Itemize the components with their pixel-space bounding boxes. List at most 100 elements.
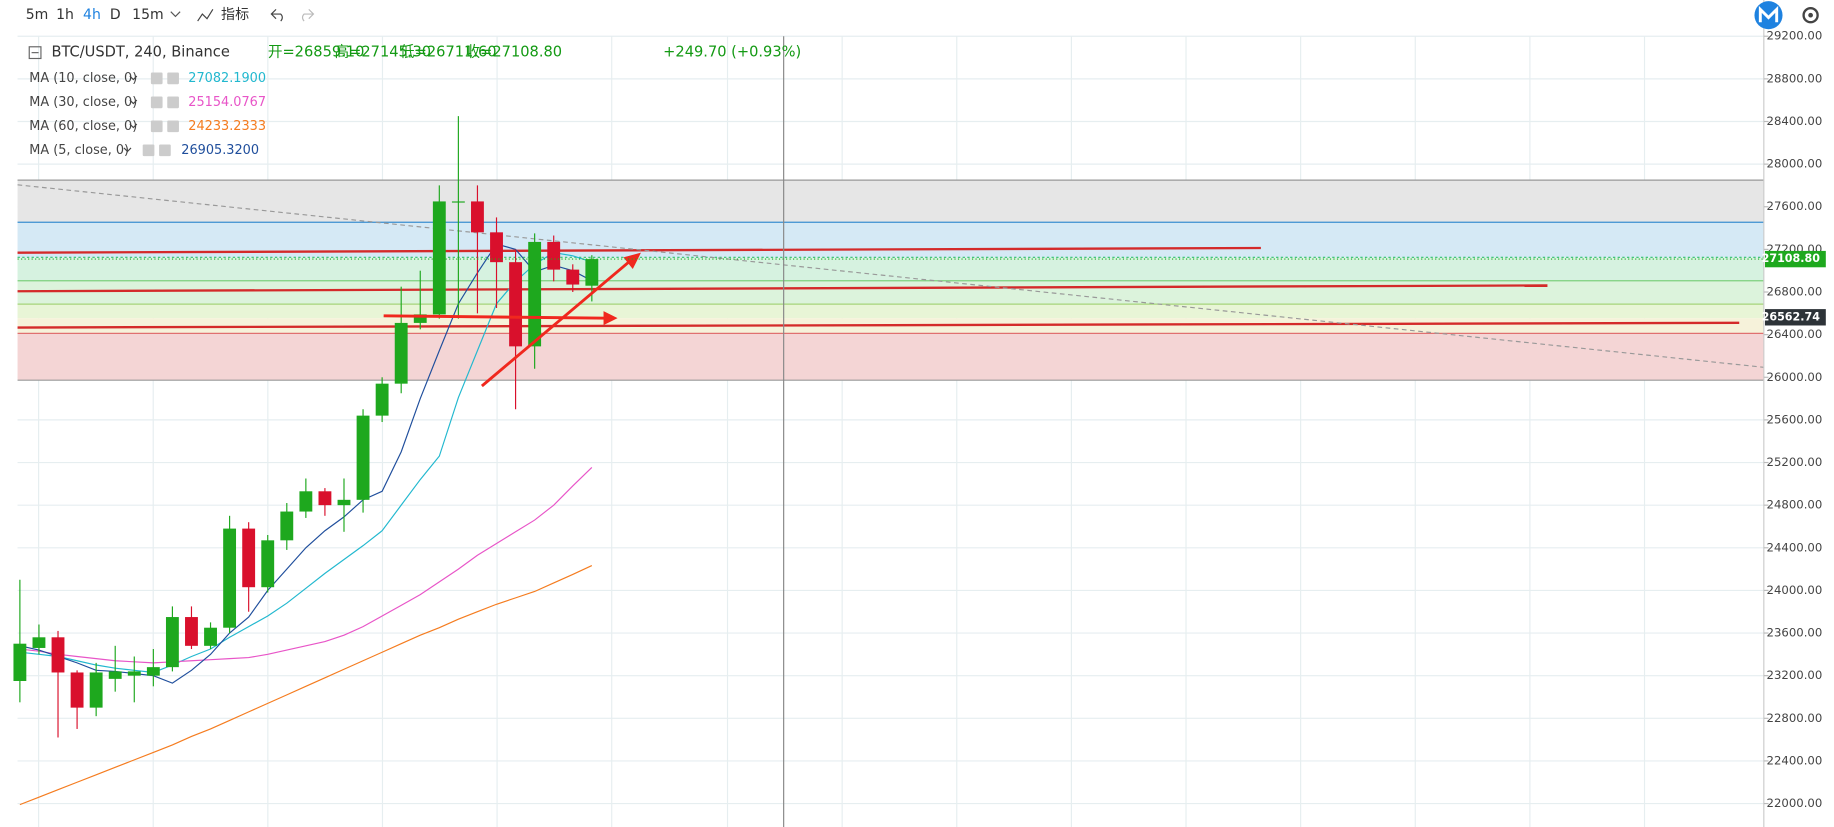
candle-body	[394, 322, 408, 384]
candle-body	[471, 201, 484, 233]
candle-body	[223, 528, 237, 628]
price-axis: 22000.00 22400.00 22800.00 23200.00 23600.00…	[17, 29, 1826, 810]
ohlc-label: 收=27108.80	[466, 44, 563, 61]
candle-body	[585, 259, 599, 286]
candle-body	[547, 241, 561, 270]
candle-body	[89, 672, 103, 708]
change-label: +249.70 (+0.93%)	[663, 44, 801, 61]
y-tick-label: 25600.00	[1767, 412, 1823, 426]
candle-body	[356, 415, 370, 500]
candle-body	[70, 672, 84, 708]
y-tick-label: 28800.00	[1767, 71, 1823, 85]
drawing-arrows	[383, 252, 641, 388]
legend: BTC/USDT, 240, Binance 开=26859.10高=27145.…	[28, 44, 801, 158]
y-tick-label: 22000.00	[1767, 796, 1823, 810]
collapse-icon[interactable]	[28, 46, 42, 60]
price-axis-bg	[1763, 0, 1834, 827]
ohlc-label: 低=26711.60	[400, 44, 497, 61]
interval-button[interactable]: 4h	[83, 7, 101, 23]
candle-body	[528, 241, 542, 347]
ma-remove[interactable]	[167, 96, 179, 109]
ma-visibility[interactable]	[150, 120, 163, 133]
candle-body	[413, 314, 427, 323]
ma-remove[interactable]	[159, 144, 171, 157]
close-price-box	[1764, 250, 1826, 268]
interval-button[interactable]: 1h	[56, 7, 74, 23]
ma-visibility[interactable]	[142, 144, 155, 157]
ma-dropdown[interactable]	[123, 147, 132, 153]
v-grid	[38, 36, 1646, 827]
ma-value: 26905.3200	[181, 143, 259, 158]
ma-line	[19, 565, 593, 806]
ma-remove[interactable]	[167, 72, 179, 85]
ma-dropdown[interactable]	[129, 123, 138, 129]
level-label: 26562.74	[1762, 310, 1821, 323]
candle-body	[32, 637, 46, 648]
candle-body	[318, 491, 332, 506]
ma-name[interactable]: MA (60, close, 0)	[29, 119, 137, 134]
ma-value: 24233.2333	[188, 119, 266, 134]
y-tick-label: 27600.00	[1767, 199, 1823, 213]
close-price-label: 27108.80	[1762, 252, 1821, 265]
y-tick-label: 28400.00	[1767, 114, 1823, 128]
dropdown-icon[interactable]	[170, 11, 181, 18]
y-tick-label: 23200.00	[1767, 668, 1823, 682]
candle-body	[108, 671, 122, 679]
candle-body	[261, 540, 275, 588]
candle-body	[375, 383, 389, 416]
y-tick-label: 25200.00	[1767, 455, 1823, 469]
candle-body	[127, 671, 141, 676]
toolbar-icons	[170, 1, 1819, 30]
interval-button[interactable]: D	[110, 7, 121, 23]
ma-visibility[interactable]	[150, 72, 163, 85]
y-tick-label: 29200.00	[1767, 29, 1823, 43]
settings-icon[interactable]	[1802, 7, 1819, 24]
ohlc-label: 开=26859.10	[268, 44, 365, 61]
y-tick-label: 22800.00	[1767, 711, 1823, 725]
candle-body	[337, 499, 351, 506]
candle-body	[185, 617, 198, 646]
grid	[17, 35, 1764, 827]
interval-button[interactable]: 5m	[26, 7, 49, 23]
ma-dropdown[interactable]	[129, 75, 138, 81]
indicator-button[interactable]: 指标	[221, 7, 249, 23]
logo[interactable]	[1754, 1, 1783, 30]
y-tick-label: 26000.00	[1767, 370, 1823, 384]
redo-icon[interactable]	[302, 8, 315, 22]
y-tick-label: 24400.00	[1767, 540, 1823, 554]
indicator-icon[interactable]	[197, 9, 214, 22]
candle-body	[165, 617, 179, 668]
y-tick-label: 24000.00	[1767, 583, 1823, 597]
candle-body	[13, 643, 27, 681]
ma-visibility[interactable]	[150, 96, 163, 109]
candle-body	[566, 269, 580, 285]
symbol[interactable]: BTC/USDT, 240, Binance	[51, 44, 229, 61]
candle-body	[451, 201, 465, 203]
y-tick-label: 28000.00	[1767, 157, 1823, 171]
toolbar: 5m 1h 4h D 15m 指标	[26, 7, 249, 23]
candle-body	[509, 262, 523, 347]
plot	[13, 116, 599, 806]
candle-body	[432, 201, 446, 315]
level-box	[1764, 309, 1826, 326]
candle-body	[146, 667, 160, 676]
candle-body	[280, 511, 294, 541]
y-tick-label: 26400.00	[1767, 327, 1823, 341]
candle-body	[299, 491, 313, 512]
drawing-zones	[17, 36, 1764, 827]
ohlc-label: 高=27145.30	[335, 44, 432, 61]
candle-body	[204, 627, 217, 646]
ma-remove[interactable]	[167, 120, 179, 133]
ma-name[interactable]: MA (5, close, 0)	[29, 143, 129, 158]
candle-body	[242, 528, 256, 588]
candle-body	[51, 637, 65, 673]
y-tick-label: 26800.00	[1767, 285, 1823, 299]
candle-body	[490, 232, 503, 263]
ma-dropdown[interactable]	[129, 99, 138, 105]
ma-name[interactable]: MA (10, close, 0)	[29, 71, 137, 86]
undo-icon[interactable]	[270, 8, 283, 22]
ma-name[interactable]: MA (30, close, 0)	[29, 95, 137, 110]
y-tick-label: 23600.00	[1767, 626, 1823, 640]
interval-button[interactable]: 15m	[132, 7, 163, 23]
